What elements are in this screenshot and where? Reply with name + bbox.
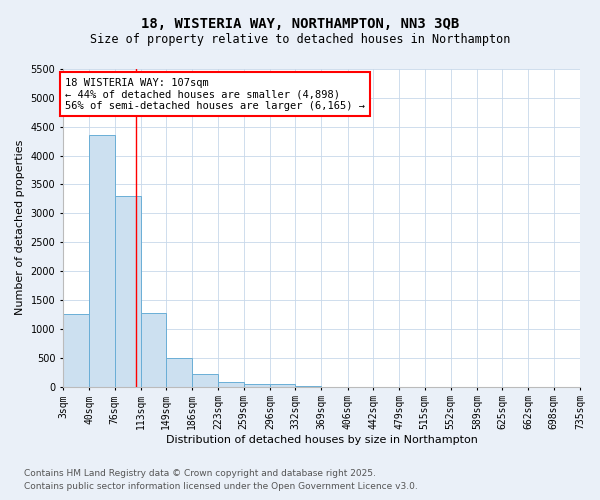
Bar [115, 196, 140, 386]
Text: Contains public sector information licensed under the Open Government Licence v3: Contains public sector information licen… [24, 482, 418, 491]
Bar [166, 358, 192, 386]
X-axis label: Distribution of detached houses by size in Northampton: Distribution of detached houses by size … [166, 435, 478, 445]
Text: Contains HM Land Registry data © Crown copyright and database right 2025.: Contains HM Land Registry data © Crown c… [24, 468, 376, 477]
Text: Size of property relative to detached houses in Northampton: Size of property relative to detached ho… [90, 32, 510, 46]
Y-axis label: Number of detached properties: Number of detached properties [15, 140, 25, 316]
Bar [140, 313, 166, 386]
Bar [192, 374, 218, 386]
Bar [270, 384, 295, 386]
Bar [89, 136, 115, 386]
Text: 18, WISTERIA WAY, NORTHAMPTON, NN3 3QB: 18, WISTERIA WAY, NORTHAMPTON, NN3 3QB [141, 18, 459, 32]
Bar [244, 384, 270, 386]
Bar [63, 314, 89, 386]
Bar [218, 382, 244, 386]
Text: 18 WISTERIA WAY: 107sqm
← 44% of detached houses are smaller (4,898)
56% of semi: 18 WISTERIA WAY: 107sqm ← 44% of detache… [65, 78, 365, 111]
